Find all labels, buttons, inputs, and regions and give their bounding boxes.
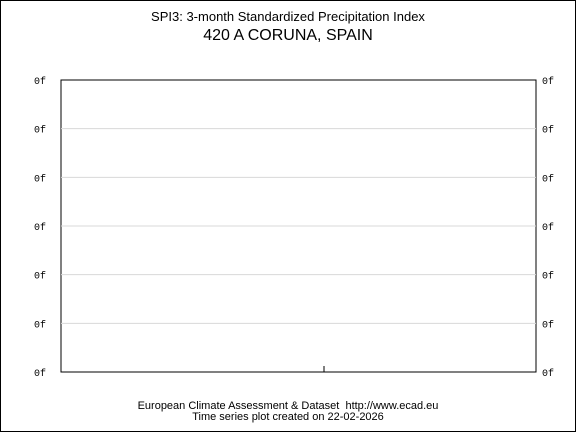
y-tick-label-right: 0f (542, 76, 554, 88)
y-tick-label-right: 0f (542, 368, 554, 380)
footer-credit: European Climate Assessment & Dataset ht… (137, 400, 439, 412)
y-tick-label-left: 0f (34, 76, 46, 88)
chart-title: SPI3: 3-month Standardized Precipitation… (151, 9, 425, 24)
y-tick-label-right: 0f (542, 319, 554, 331)
y-tick-label-left: 0f (34, 125, 46, 137)
y-tick-label-right: 0f (542, 222, 554, 234)
y-tick-label-left: 0f (34, 368, 46, 380)
y-tick-label-left: 0f (34, 319, 46, 331)
y-tick-label-left: 0f (34, 173, 46, 185)
y-axis-left: 0f 0f 0f 0f 0f 0f 0f (34, 76, 46, 380)
grid-lines (61, 128, 536, 324)
chart-subtitle: 420 A CORUNA, SPAIN (203, 27, 373, 44)
y-axis-right: 0f 0f 0f 0f 0f 0f 0f (542, 76, 554, 380)
y-tick-label-right: 0f (542, 125, 554, 137)
y-tick-label-right: 0f (542, 271, 554, 283)
y-tick-label-right: 0f (542, 173, 554, 185)
footer-created: Time series plot created on 22-02-2026 (192, 411, 384, 423)
y-tick-label-left: 0f (34, 271, 46, 283)
y-tick-label-left: 0f (34, 222, 46, 234)
